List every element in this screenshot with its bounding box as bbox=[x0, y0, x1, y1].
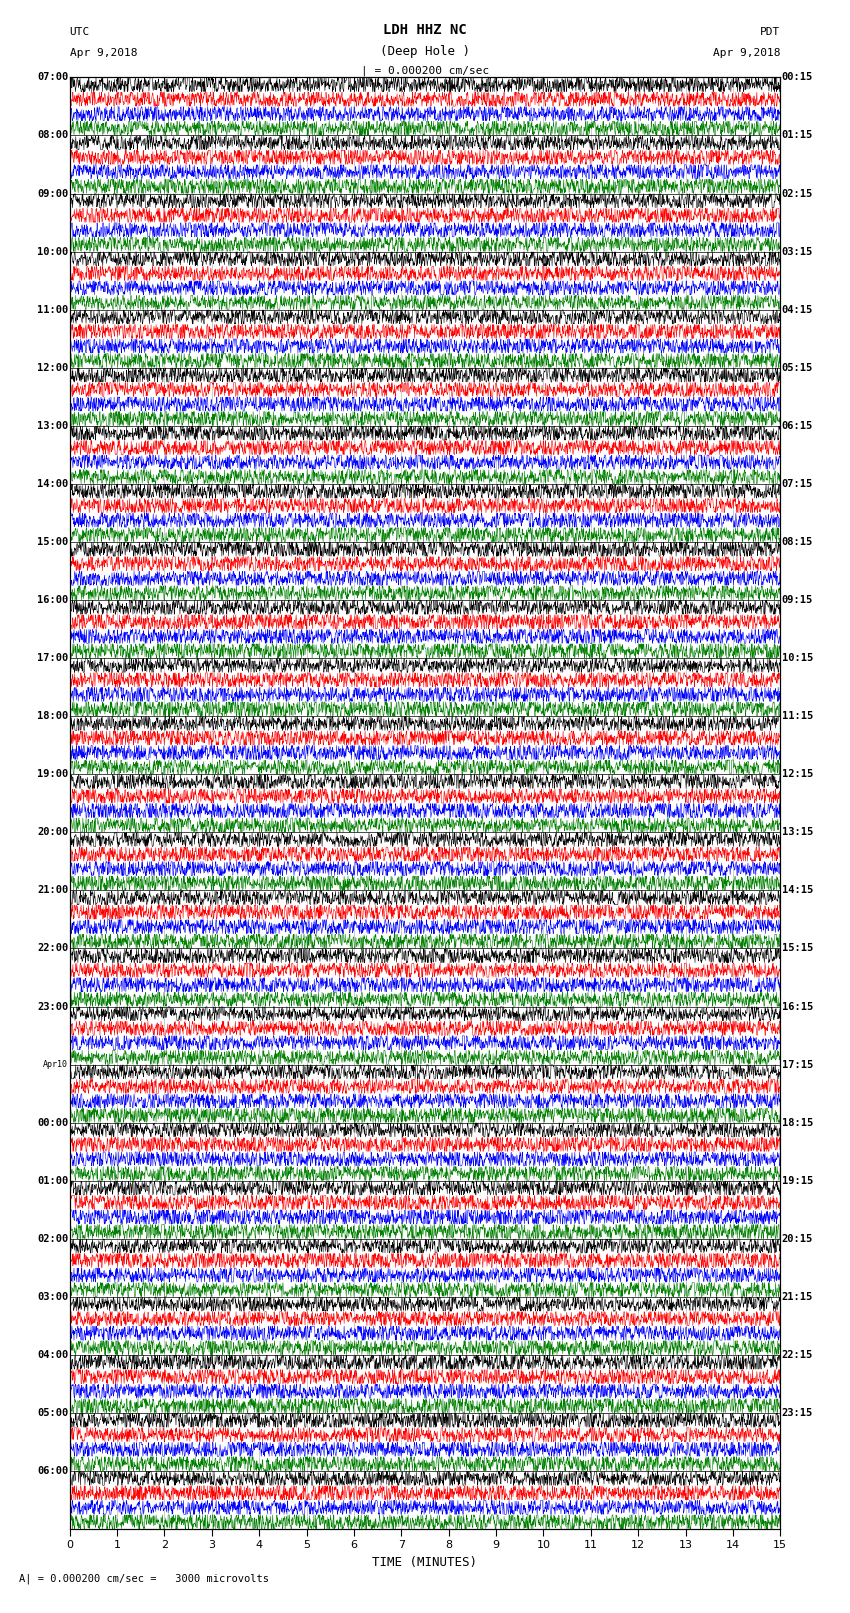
Text: PDT: PDT bbox=[760, 27, 780, 37]
Text: 19:00: 19:00 bbox=[37, 769, 68, 779]
Text: 17:15: 17:15 bbox=[782, 1060, 813, 1069]
Text: 01:00: 01:00 bbox=[37, 1176, 68, 1186]
Text: 04:15: 04:15 bbox=[782, 305, 813, 315]
Text: 11:00: 11:00 bbox=[37, 305, 68, 315]
Text: 18:00: 18:00 bbox=[37, 711, 68, 721]
Text: 15:15: 15:15 bbox=[782, 944, 813, 953]
Text: Apr 9,2018: Apr 9,2018 bbox=[713, 48, 780, 58]
Text: LDH HHZ NC: LDH HHZ NC bbox=[383, 23, 467, 37]
Text: 10:15: 10:15 bbox=[782, 653, 813, 663]
Text: 14:15: 14:15 bbox=[782, 886, 813, 895]
Text: 17:00: 17:00 bbox=[37, 653, 68, 663]
Text: 00:00: 00:00 bbox=[37, 1118, 68, 1127]
Text: 21:15: 21:15 bbox=[782, 1292, 813, 1302]
Text: 13:15: 13:15 bbox=[782, 827, 813, 837]
Text: 06:00: 06:00 bbox=[37, 1466, 68, 1476]
Text: 11:15: 11:15 bbox=[782, 711, 813, 721]
Text: 19:15: 19:15 bbox=[782, 1176, 813, 1186]
Text: 02:15: 02:15 bbox=[782, 189, 813, 198]
Text: 12:15: 12:15 bbox=[782, 769, 813, 779]
Text: 13:00: 13:00 bbox=[37, 421, 68, 431]
Text: Apr10: Apr10 bbox=[43, 1060, 68, 1069]
X-axis label: TIME (MINUTES): TIME (MINUTES) bbox=[372, 1557, 478, 1569]
Text: 08:00: 08:00 bbox=[37, 131, 68, 140]
Text: 00:15: 00:15 bbox=[782, 73, 813, 82]
Text: 08:15: 08:15 bbox=[782, 537, 813, 547]
Text: 02:00: 02:00 bbox=[37, 1234, 68, 1244]
Text: 09:00: 09:00 bbox=[37, 189, 68, 198]
Text: A| = 0.000200 cm/sec =   3000 microvolts: A| = 0.000200 cm/sec = 3000 microvolts bbox=[19, 1573, 269, 1584]
Text: 05:15: 05:15 bbox=[782, 363, 813, 373]
Text: 21:00: 21:00 bbox=[37, 886, 68, 895]
Text: 22:00: 22:00 bbox=[37, 944, 68, 953]
Text: | = 0.000200 cm/sec: | = 0.000200 cm/sec bbox=[361, 65, 489, 76]
Text: 22:15: 22:15 bbox=[782, 1350, 813, 1360]
Text: UTC: UTC bbox=[70, 27, 90, 37]
Text: 04:00: 04:00 bbox=[37, 1350, 68, 1360]
Text: 03:00: 03:00 bbox=[37, 1292, 68, 1302]
Text: 16:15: 16:15 bbox=[782, 1002, 813, 1011]
Text: 18:15: 18:15 bbox=[782, 1118, 813, 1127]
Text: Apr 9,2018: Apr 9,2018 bbox=[70, 48, 137, 58]
Text: 03:15: 03:15 bbox=[782, 247, 813, 256]
Text: 07:00: 07:00 bbox=[37, 73, 68, 82]
Text: 16:00: 16:00 bbox=[37, 595, 68, 605]
Text: 01:15: 01:15 bbox=[782, 131, 813, 140]
Text: 14:00: 14:00 bbox=[37, 479, 68, 489]
Text: 20:00: 20:00 bbox=[37, 827, 68, 837]
Text: (Deep Hole ): (Deep Hole ) bbox=[380, 45, 470, 58]
Text: 12:00: 12:00 bbox=[37, 363, 68, 373]
Text: 15:00: 15:00 bbox=[37, 537, 68, 547]
Text: 06:15: 06:15 bbox=[782, 421, 813, 431]
Text: 23:00: 23:00 bbox=[37, 1002, 68, 1011]
Text: 20:15: 20:15 bbox=[782, 1234, 813, 1244]
Text: 23:15: 23:15 bbox=[782, 1408, 813, 1418]
Text: 09:15: 09:15 bbox=[782, 595, 813, 605]
Text: 07:15: 07:15 bbox=[782, 479, 813, 489]
Text: 10:00: 10:00 bbox=[37, 247, 68, 256]
Text: 05:00: 05:00 bbox=[37, 1408, 68, 1418]
